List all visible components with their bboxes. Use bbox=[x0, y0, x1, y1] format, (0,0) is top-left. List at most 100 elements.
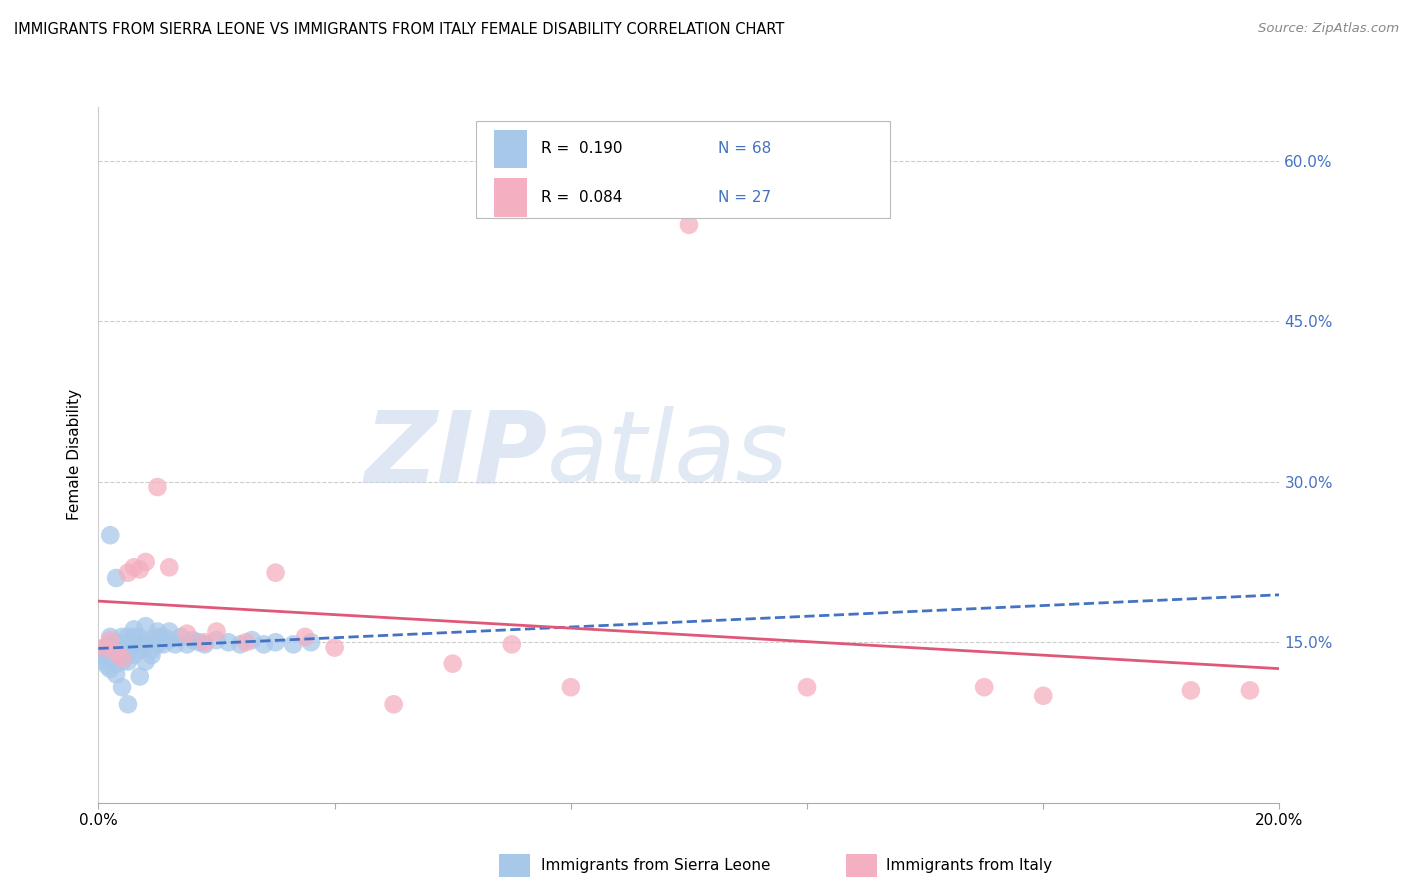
Point bbox=[90, 646, 112, 660]
Text: N = 68: N = 68 bbox=[718, 141, 772, 156]
Text: Immigrants from Italy: Immigrants from Italy bbox=[886, 858, 1052, 872]
Point bbox=[105, 571, 128, 585]
Point bbox=[93, 648, 115, 662]
Point bbox=[111, 651, 134, 665]
Point bbox=[117, 698, 139, 712]
Point bbox=[128, 637, 150, 651]
Point bbox=[128, 669, 150, 683]
Point bbox=[114, 637, 136, 651]
Text: ZIP: ZIP bbox=[364, 407, 547, 503]
Bar bbox=[494, 178, 527, 217]
Point bbox=[382, 698, 405, 712]
Point bbox=[117, 630, 139, 644]
Point bbox=[98, 528, 121, 542]
Point bbox=[176, 626, 198, 640]
FancyBboxPatch shape bbox=[477, 121, 890, 219]
Point bbox=[135, 655, 157, 669]
Text: atlas: atlas bbox=[547, 407, 789, 503]
Point bbox=[141, 648, 163, 662]
Y-axis label: Female Disability: Female Disability bbox=[67, 389, 83, 521]
Point bbox=[501, 637, 523, 651]
Point bbox=[194, 635, 217, 649]
Point bbox=[98, 630, 121, 644]
Text: N = 27: N = 27 bbox=[718, 190, 772, 205]
Point bbox=[128, 630, 150, 644]
Point bbox=[152, 630, 174, 644]
Text: Immigrants from Sierra Leone: Immigrants from Sierra Leone bbox=[541, 858, 770, 872]
Point bbox=[135, 619, 157, 633]
Point bbox=[93, 640, 115, 655]
Point bbox=[111, 680, 134, 694]
Point bbox=[111, 648, 134, 662]
Point bbox=[122, 648, 145, 662]
Point bbox=[294, 630, 316, 644]
Bar bbox=[494, 129, 527, 168]
Point bbox=[105, 651, 128, 665]
Point bbox=[114, 644, 136, 658]
Point bbox=[98, 637, 121, 651]
Point bbox=[560, 680, 582, 694]
Point bbox=[111, 640, 134, 655]
Point bbox=[194, 637, 217, 651]
Point bbox=[1180, 683, 1202, 698]
Point bbox=[299, 635, 322, 649]
Point bbox=[264, 635, 287, 649]
Point bbox=[253, 637, 276, 651]
Point bbox=[1239, 683, 1261, 698]
Point bbox=[96, 644, 118, 658]
Text: R =  0.190: R = 0.190 bbox=[541, 141, 623, 156]
Point bbox=[235, 635, 257, 649]
Point bbox=[146, 480, 169, 494]
Point bbox=[117, 655, 139, 669]
Point bbox=[105, 646, 128, 660]
Point bbox=[98, 662, 121, 676]
Point bbox=[135, 555, 157, 569]
Point bbox=[283, 637, 305, 651]
Point bbox=[141, 642, 163, 657]
Point bbox=[122, 623, 145, 637]
Point bbox=[103, 640, 125, 655]
Point bbox=[93, 640, 115, 655]
Point bbox=[98, 651, 121, 665]
Point bbox=[240, 633, 263, 648]
Point bbox=[117, 646, 139, 660]
Point bbox=[135, 637, 157, 651]
Point bbox=[128, 642, 150, 657]
Point bbox=[229, 637, 252, 651]
Point bbox=[122, 630, 145, 644]
Point bbox=[105, 657, 128, 671]
Point bbox=[205, 624, 228, 639]
Point bbox=[205, 633, 228, 648]
Point bbox=[217, 635, 239, 649]
Text: Source: ZipAtlas.com: Source: ZipAtlas.com bbox=[1258, 22, 1399, 36]
Point bbox=[98, 633, 121, 648]
Point bbox=[108, 644, 131, 658]
Point bbox=[96, 658, 118, 673]
Point bbox=[122, 560, 145, 574]
Point bbox=[441, 657, 464, 671]
Point bbox=[181, 633, 204, 648]
Text: R =  0.084: R = 0.084 bbox=[541, 190, 623, 205]
Point bbox=[187, 635, 209, 649]
Point bbox=[1032, 689, 1054, 703]
Point bbox=[146, 624, 169, 639]
Point bbox=[117, 566, 139, 580]
Point bbox=[176, 637, 198, 651]
Point bbox=[105, 635, 128, 649]
Point bbox=[103, 648, 125, 662]
Point bbox=[146, 637, 169, 651]
Point bbox=[111, 630, 134, 644]
Point bbox=[323, 640, 346, 655]
Point bbox=[157, 560, 180, 574]
Point bbox=[157, 633, 180, 648]
Point bbox=[165, 637, 187, 651]
Point bbox=[170, 630, 193, 644]
Point bbox=[678, 218, 700, 232]
Point bbox=[141, 633, 163, 648]
Point bbox=[105, 642, 128, 657]
Point bbox=[93, 655, 115, 669]
Point bbox=[111, 655, 134, 669]
Point bbox=[157, 624, 180, 639]
Point bbox=[105, 667, 128, 681]
Text: IMMIGRANTS FROM SIERRA LEONE VS IMMIGRANTS FROM ITALY FEMALE DISABILITY CORRELAT: IMMIGRANTS FROM SIERRA LEONE VS IMMIGRAN… bbox=[14, 22, 785, 37]
